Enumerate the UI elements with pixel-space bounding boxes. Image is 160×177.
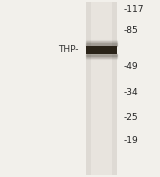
Bar [86,2,117,175]
Text: -85: -85 [123,27,138,35]
Text: -49: -49 [123,62,138,71]
Text: -34: -34 [123,88,138,97]
Text: THP-: THP- [58,45,78,54]
Text: -25: -25 [123,113,138,122]
Bar [86,45,117,53]
Text: -19: -19 [123,136,138,145]
Text: -117: -117 [123,5,144,14]
Bar [91,2,112,175]
